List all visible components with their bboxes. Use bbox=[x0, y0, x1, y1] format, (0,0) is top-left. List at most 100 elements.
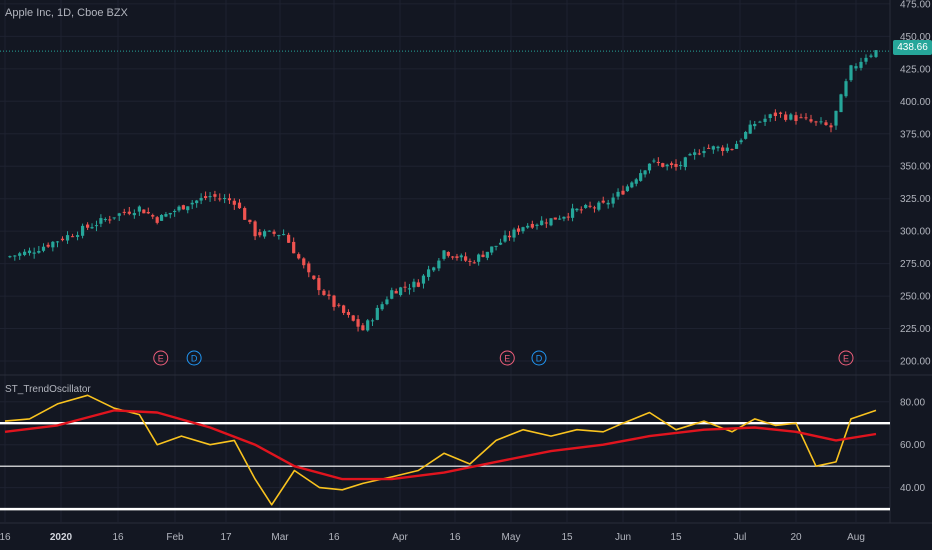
time-tick-label: Feb bbox=[166, 532, 184, 543]
candle-up bbox=[540, 220, 544, 226]
candle-down bbox=[346, 312, 351, 315]
candle-up bbox=[94, 225, 99, 227]
candle-down bbox=[451, 256, 455, 258]
candle-up bbox=[277, 235, 281, 237]
candle-down bbox=[784, 114, 788, 120]
candle-up bbox=[490, 246, 494, 253]
candle-up bbox=[190, 202, 194, 205]
candle-down bbox=[307, 263, 311, 273]
candle-up bbox=[679, 165, 683, 167]
candle-up bbox=[864, 57, 868, 62]
signal-line bbox=[4, 409, 877, 481]
candle-down bbox=[697, 153, 701, 155]
candle-up bbox=[616, 191, 620, 197]
candle-down bbox=[332, 295, 336, 307]
candle-up bbox=[412, 281, 416, 288]
candle-down bbox=[237, 202, 242, 209]
candle-down bbox=[60, 238, 65, 241]
candle-up bbox=[688, 154, 692, 156]
candle-down bbox=[155, 217, 159, 223]
candle-up bbox=[611, 197, 615, 204]
candle-up bbox=[763, 118, 767, 122]
earnings-marker-label: E bbox=[158, 354, 164, 364]
candle-down bbox=[146, 211, 150, 214]
candle-up bbox=[41, 246, 46, 251]
candle-up bbox=[570, 208, 575, 218]
candle-up bbox=[13, 255, 17, 257]
indicator-title: ST_TrendOscillator bbox=[5, 384, 91, 395]
candle-down bbox=[829, 125, 833, 128]
candle-down bbox=[621, 190, 625, 195]
candle-up bbox=[844, 81, 848, 97]
candle-down bbox=[232, 200, 236, 205]
candle-down bbox=[799, 117, 803, 119]
time-tick-label: Mar bbox=[271, 532, 289, 543]
candle-down bbox=[253, 221, 257, 237]
candle-down bbox=[204, 196, 208, 198]
earnings-marker bbox=[499, 350, 515, 366]
indicator-tick-label: 40.00 bbox=[900, 483, 925, 494]
oscillator-line bbox=[4, 394, 877, 506]
candle-down bbox=[322, 290, 326, 295]
price-tick-label: 425.00 bbox=[900, 64, 931, 75]
candle-down bbox=[730, 149, 734, 151]
candle-down bbox=[361, 325, 365, 331]
candle-up bbox=[164, 214, 168, 217]
candle-down bbox=[669, 163, 674, 165]
candle-up bbox=[625, 186, 630, 192]
candle-up bbox=[51, 241, 55, 248]
candle-up bbox=[734, 143, 739, 149]
candle-up bbox=[159, 214, 164, 221]
candle-up bbox=[399, 287, 403, 296]
candle-up bbox=[112, 217, 116, 219]
candle-down bbox=[707, 147, 711, 149]
candle-up bbox=[186, 206, 190, 211]
candle-up bbox=[758, 121, 762, 123]
candle-up bbox=[606, 202, 610, 205]
candle-down bbox=[446, 252, 450, 256]
candle-up bbox=[562, 216, 566, 219]
candle-down bbox=[544, 222, 548, 224]
candle-up bbox=[869, 55, 873, 57]
indicator-tick-label: 60.00 bbox=[900, 440, 925, 451]
time-tick-label: 15 bbox=[670, 532, 682, 543]
candle-up bbox=[512, 229, 516, 238]
candle-up bbox=[702, 151, 706, 154]
candle-up bbox=[223, 198, 227, 200]
candle-up bbox=[748, 124, 752, 134]
candle-down bbox=[317, 278, 321, 291]
candle-down bbox=[356, 319, 360, 327]
candle-down bbox=[601, 200, 605, 203]
time-tick-label: May bbox=[502, 532, 521, 543]
candle-down bbox=[403, 286, 407, 288]
candle-down bbox=[127, 211, 131, 214]
candle-up bbox=[549, 218, 553, 226]
dividend-marker bbox=[531, 350, 547, 366]
candle-up bbox=[494, 245, 498, 247]
earnings-marker-label: E bbox=[504, 354, 510, 364]
candle-up bbox=[407, 288, 412, 290]
time-tick-label: 16 bbox=[328, 532, 340, 543]
candle-down bbox=[70, 236, 75, 238]
candle-down bbox=[481, 254, 485, 257]
candle-down bbox=[218, 198, 222, 200]
candle-down bbox=[227, 198, 232, 201]
candle-up bbox=[459, 255, 463, 258]
candle-down bbox=[661, 163, 665, 167]
candle-up bbox=[23, 251, 27, 255]
candle-up bbox=[117, 213, 121, 216]
time-tick-label: Aug bbox=[847, 532, 865, 543]
candle-up bbox=[634, 179, 638, 184]
price-tick-label: 375.00 bbox=[900, 129, 931, 140]
time-tick-label: Apr bbox=[392, 532, 408, 543]
candle-up bbox=[27, 250, 32, 254]
time-tick-label: 16 bbox=[0, 532, 11, 543]
candle-up bbox=[744, 132, 748, 139]
price-tick-label: 275.00 bbox=[900, 259, 931, 270]
candle-down bbox=[579, 209, 583, 211]
candle-down bbox=[530, 223, 534, 228]
candle-up bbox=[437, 260, 441, 269]
candle-up bbox=[199, 197, 203, 201]
